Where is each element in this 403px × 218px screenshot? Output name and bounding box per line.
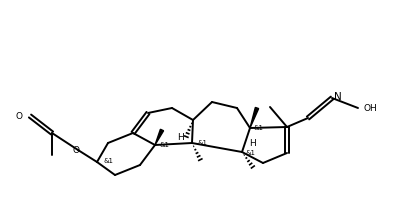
Text: &1: &1 xyxy=(104,158,114,164)
Text: H: H xyxy=(249,140,256,148)
Polygon shape xyxy=(155,129,164,145)
Text: O: O xyxy=(73,146,79,155)
Polygon shape xyxy=(250,107,259,128)
Text: &1: &1 xyxy=(245,150,255,156)
Text: H: H xyxy=(177,133,183,143)
Text: &1: &1 xyxy=(159,142,169,148)
Text: N: N xyxy=(334,92,342,102)
Text: O: O xyxy=(15,111,22,121)
Text: OH: OH xyxy=(363,104,377,112)
Text: &1: &1 xyxy=(253,125,263,131)
Text: &1: &1 xyxy=(197,140,207,146)
